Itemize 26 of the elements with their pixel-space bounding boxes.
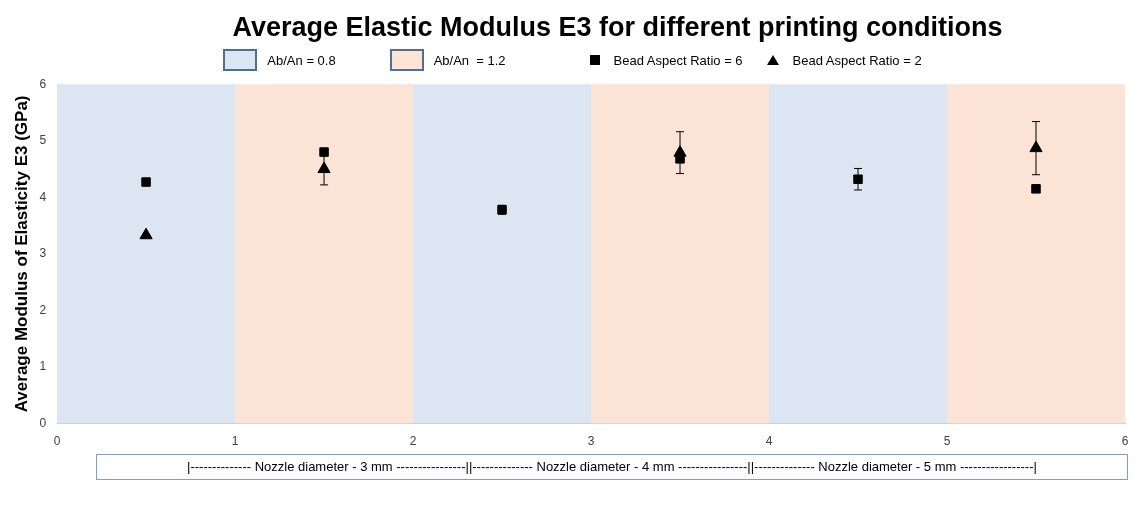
- x-tick-label: 6: [1121, 434, 1129, 449]
- y-tick-label: 5: [39, 133, 47, 148]
- legend-label: Bead Aspect Ratio = 6: [613, 52, 743, 68]
- point: [319, 147, 329, 157]
- x-tick-label: 5: [943, 434, 951, 449]
- y-tick-label: 1: [39, 359, 47, 374]
- band-label: Ab/An = 1.2: [433, 52, 506, 68]
- point: [139, 227, 153, 240]
- x-tick-label: 3: [587, 434, 595, 449]
- legend-label: Bead Aspect Ratio = 2: [792, 52, 922, 68]
- point: [853, 174, 863, 184]
- y-tick-label: 4: [39, 189, 47, 204]
- legend-label: Ab/An = 0.8: [267, 52, 336, 68]
- x-tick-label: 2: [409, 434, 417, 449]
- x-tick-label: 1: [231, 434, 239, 449]
- text: |-------------- Nozzle diameter - 3 mm ----------------||-------------- Nozzle diameter - 4 mm ----------------||-------------- Nozzle diameter - 5 mm -----------------|: [96, 454, 1128, 480]
- y-tick-label: 0: [39, 415, 47, 430]
- x-tick-label: 4: [765, 434, 773, 449]
- point: [141, 177, 151, 187]
- chart-title: Average Elastic Modulus E3 for different printing conditions: [231, 11, 1004, 44]
- x-tick-label: 0: [53, 434, 61, 449]
- y-tick-label: 3: [39, 246, 47, 261]
- y-axis-title: Average Modulus of Elasticity E3 (GPa): [11, 95, 31, 413]
- point: [1031, 184, 1041, 194]
- y-tick-label: 6: [39, 76, 47, 91]
- y-tick-label: 2: [39, 302, 47, 317]
